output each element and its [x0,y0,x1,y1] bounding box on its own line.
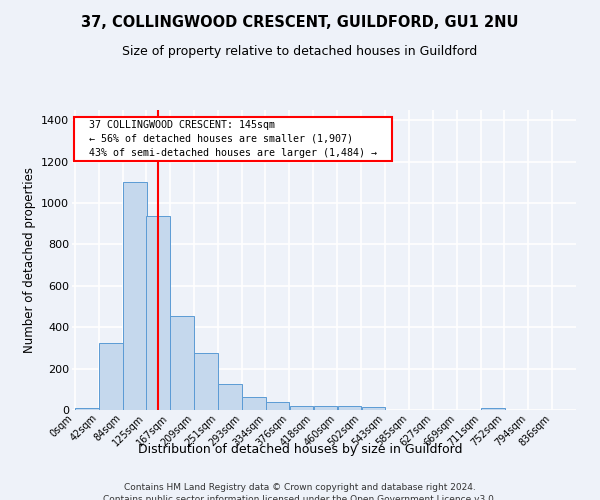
Bar [194,353,218,410]
Text: 37, COLLINGWOOD CRESCENT, GUILDFORD, GU1 2NU: 37, COLLINGWOOD CRESCENT, GUILDFORD, GU1… [81,15,519,30]
Bar [99,343,122,410]
Text: Distribution of detached houses by size in Guildford: Distribution of detached houses by size … [138,442,462,456]
Bar [481,408,505,410]
Bar [338,406,361,410]
Text: Contains public sector information licensed under the Open Government Licence v3: Contains public sector information licen… [103,495,497,500]
Bar [362,407,385,410]
Text: Size of property relative to detached houses in Guildford: Size of property relative to detached ho… [122,45,478,58]
Bar [314,406,337,410]
Bar [266,402,289,410]
Bar [123,182,146,410]
Bar [242,396,266,410]
Bar [290,406,313,410]
Bar [170,316,194,410]
Y-axis label: Number of detached properties: Number of detached properties [23,167,35,353]
Bar [75,408,98,410]
Bar [146,216,170,410]
Bar [218,384,242,410]
Text: 37 COLLINGWOOD CRESCENT: 145sqm  
  ← 56% of detached houses are smaller (1,907): 37 COLLINGWOOD CRESCENT: 145sqm ← 56% of… [77,120,389,158]
Text: Contains HM Land Registry data © Crown copyright and database right 2024.: Contains HM Land Registry data © Crown c… [124,482,476,492]
